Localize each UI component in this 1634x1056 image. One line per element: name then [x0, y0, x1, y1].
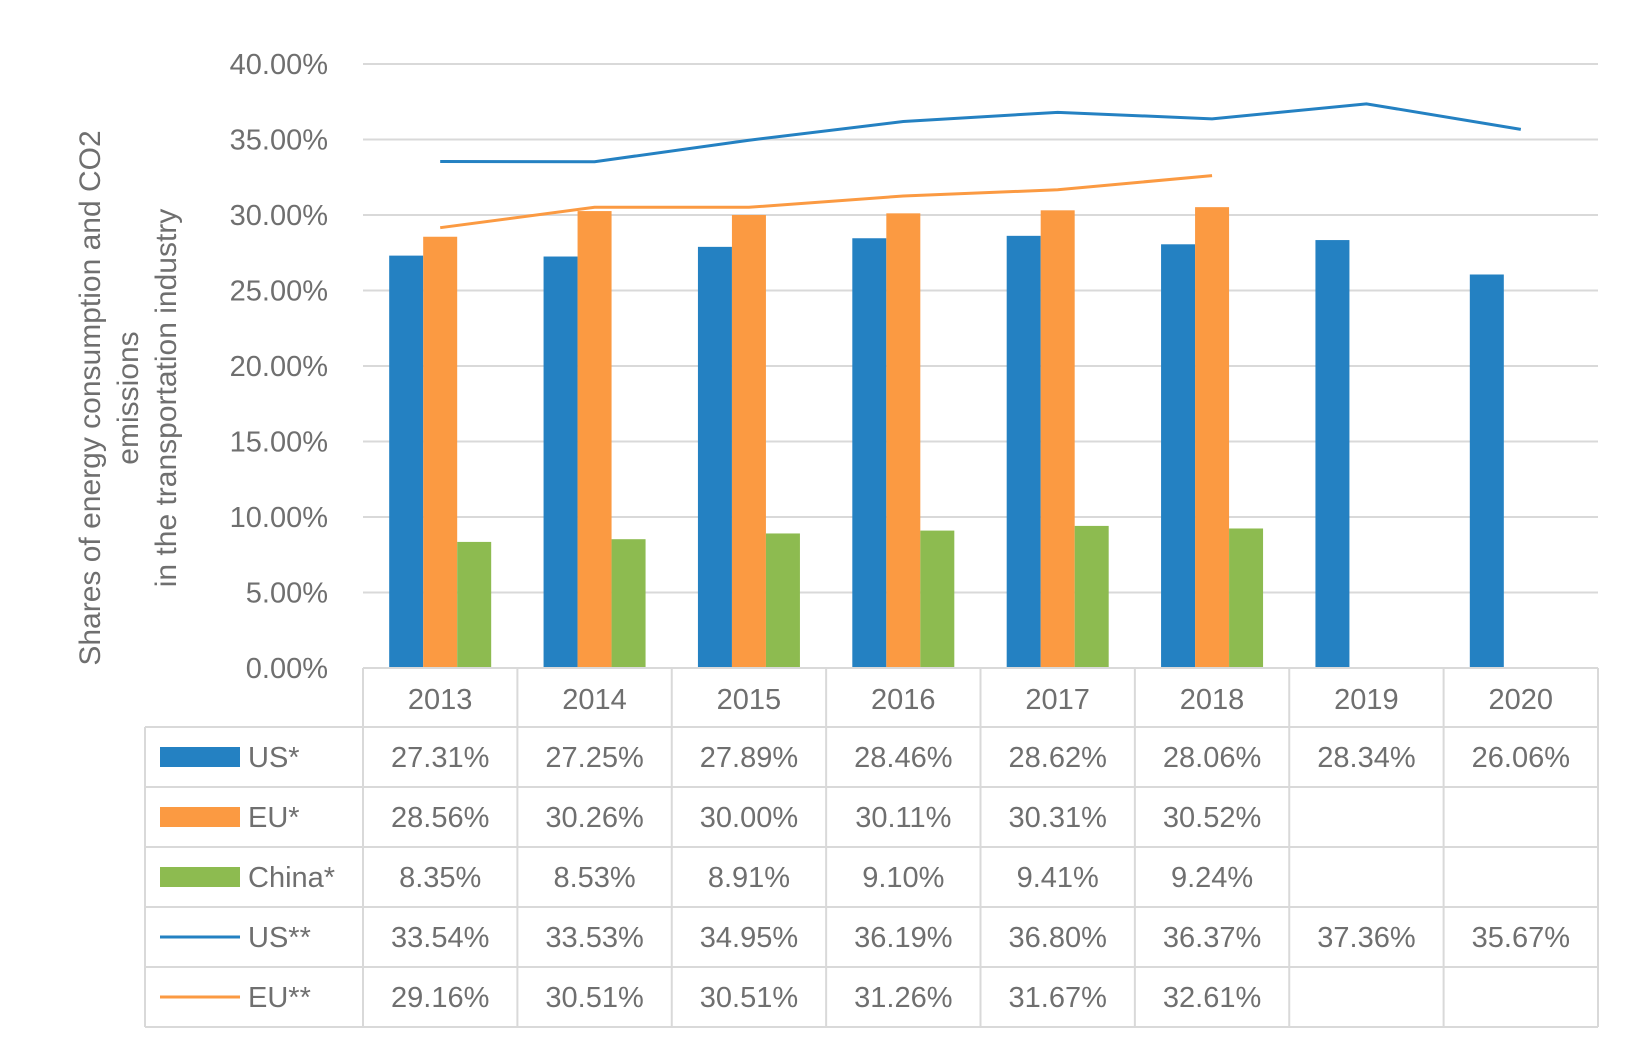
- legend-label-eu-star-star: EU**: [248, 982, 311, 1014]
- data-label-us-star-star: 35.67%: [1472, 922, 1570, 954]
- data-label-china-star: 9.41%: [1017, 862, 1099, 894]
- lines: [439, 102, 1522, 230]
- data-label-eu-star-star: 31.67%: [1009, 982, 1107, 1014]
- data-label-us-star-star: 36.80%: [1009, 922, 1107, 954]
- data-label-us-star-star: 36.37%: [1163, 922, 1261, 954]
- y-tick-label: 40.00%: [230, 49, 328, 81]
- data-label-china-star: 9.24%: [1171, 862, 1253, 894]
- data-label-eu-star: 30.11%: [855, 802, 951, 834]
- bar-eu-star-2015: [731, 215, 766, 668]
- line-us-star-star: [440, 102, 1522, 164]
- legend-key-eu-star: [160, 807, 240, 827]
- legend-label-us-star-star: US**: [248, 922, 311, 954]
- legend-label-china-star: China*: [248, 862, 335, 894]
- bars: [389, 207, 1504, 669]
- bar-eu-star-2017: [1040, 210, 1075, 668]
- bar-china-star-2014: [611, 539, 646, 668]
- data-label-china-star: 8.91%: [708, 862, 790, 894]
- data-label-us-star: 26.06%: [1472, 742, 1570, 774]
- data-label-us-star-star: 36.19%: [854, 922, 952, 954]
- data-label-us-star: 27.89%: [700, 742, 798, 774]
- x-tick-label: 2016: [871, 684, 936, 716]
- bar-eu-star-2013: [423, 236, 458, 668]
- bar-eu-star-2016: [886, 213, 921, 669]
- bar-china-star-2013: [457, 541, 492, 668]
- data-label-china-star: 8.53%: [553, 862, 635, 894]
- x-tick-label: 2014: [562, 684, 627, 716]
- y-tick-label: 15.00%: [230, 427, 328, 459]
- x-tick-label: 2019: [1334, 684, 1399, 716]
- data-label-us-star: 28.34%: [1317, 742, 1415, 774]
- bar-us-star-2015: [697, 246, 732, 668]
- data-label-eu-star: 28.56%: [391, 802, 489, 834]
- legend-label-us-star: US*: [248, 742, 300, 774]
- y-tick-label: 30.00%: [230, 200, 328, 232]
- bar-eu-star-2014: [577, 211, 612, 668]
- data-label-us-star: 27.25%: [545, 742, 643, 774]
- legend-key-us-star: [160, 747, 240, 767]
- data-label-eu-star-star: 31.26%: [854, 982, 952, 1014]
- data-label-eu-star-star: 32.61%: [1163, 982, 1261, 1014]
- bar-china-star-2018: [1229, 528, 1264, 668]
- data-label-us-star: 28.46%: [854, 742, 952, 774]
- bar-us-star-2016: [852, 238, 887, 668]
- y-tick-label: 35.00%: [230, 125, 328, 157]
- data-label-eu-star-star: 29.16%: [391, 982, 489, 1014]
- bar-us-star-2020: [1469, 274, 1504, 668]
- line-eu-star-star: [439, 174, 1213, 230]
- data-table: 2013 2014 2015 2016 2017 2018 2019 2020 US* 27.31…: [144, 667, 1599, 1028]
- x-tick-label: 2013: [408, 684, 473, 716]
- y-axis-title: Shares of energy consumption and CO2 emi…: [74, 130, 183, 665]
- bar-eu-star-2018: [1195, 207, 1230, 668]
- y-axis-title-line-3: in the transportation industry: [150, 209, 183, 588]
- data-label-eu-star: 30.26%: [545, 802, 643, 834]
- data-label-china-star: 8.35%: [399, 862, 481, 894]
- bar-us-star-2019: [1315, 240, 1350, 669]
- bar-us-star-2014: [543, 256, 578, 668]
- y-axis-tick-labels: 0.00% 5.00% 10.00% 15.00% 20.00% 25.00% 30.00%…: [230, 49, 328, 685]
- data-label-eu-star: 30.00%: [700, 802, 798, 834]
- data-label-us-star-star: 33.54%: [391, 922, 489, 954]
- data-label-us-star: 28.06%: [1163, 742, 1261, 774]
- x-tick-label: 2015: [717, 684, 782, 716]
- bar-china-star-2016: [920, 530, 955, 668]
- data-label-eu-star-star: 30.51%: [545, 982, 643, 1014]
- y-tick-label: 25.00%: [230, 276, 328, 308]
- data-label-eu-star: 30.52%: [1163, 802, 1261, 834]
- data-label-china-star: 9.10%: [862, 862, 944, 894]
- data-label-us-star-star: 34.95%: [700, 922, 798, 954]
- y-axis-title-line-1: Shares of energy consumption and CO2: [74, 130, 107, 665]
- y-axis-title-line-2: emissions: [112, 331, 145, 464]
- y-tick-label: 10.00%: [230, 502, 328, 534]
- x-tick-label: 2017: [1025, 684, 1090, 716]
- bar-china-star-2015: [765, 533, 800, 668]
- data-label-us-star: 28.62%: [1009, 742, 1107, 774]
- bar-us-star-2013: [389, 255, 424, 668]
- data-label-us-star: 27.31%: [391, 742, 489, 774]
- y-tick-label: 5.00%: [246, 578, 328, 610]
- x-tick-label: 2018: [1180, 684, 1245, 716]
- y-tick-label: 0.00%: [246, 653, 328, 685]
- bar-china-star-2017: [1074, 525, 1109, 668]
- data-label-us-star-star: 37.36%: [1317, 922, 1415, 954]
- bar-us-star-2017: [1006, 235, 1041, 668]
- data-label-us-star-star: 33.53%: [545, 922, 643, 954]
- data-label-eu-star-star: 30.51%: [700, 982, 798, 1014]
- legend-label-eu-star: EU*: [248, 802, 300, 834]
- legend-key-china-star: [160, 867, 240, 887]
- data-label-eu-star: 30.31%: [1009, 802, 1107, 834]
- y-tick-label: 20.00%: [230, 351, 328, 383]
- bar-us-star-2018: [1161, 244, 1196, 668]
- x-tick-label: 2020: [1489, 684, 1554, 716]
